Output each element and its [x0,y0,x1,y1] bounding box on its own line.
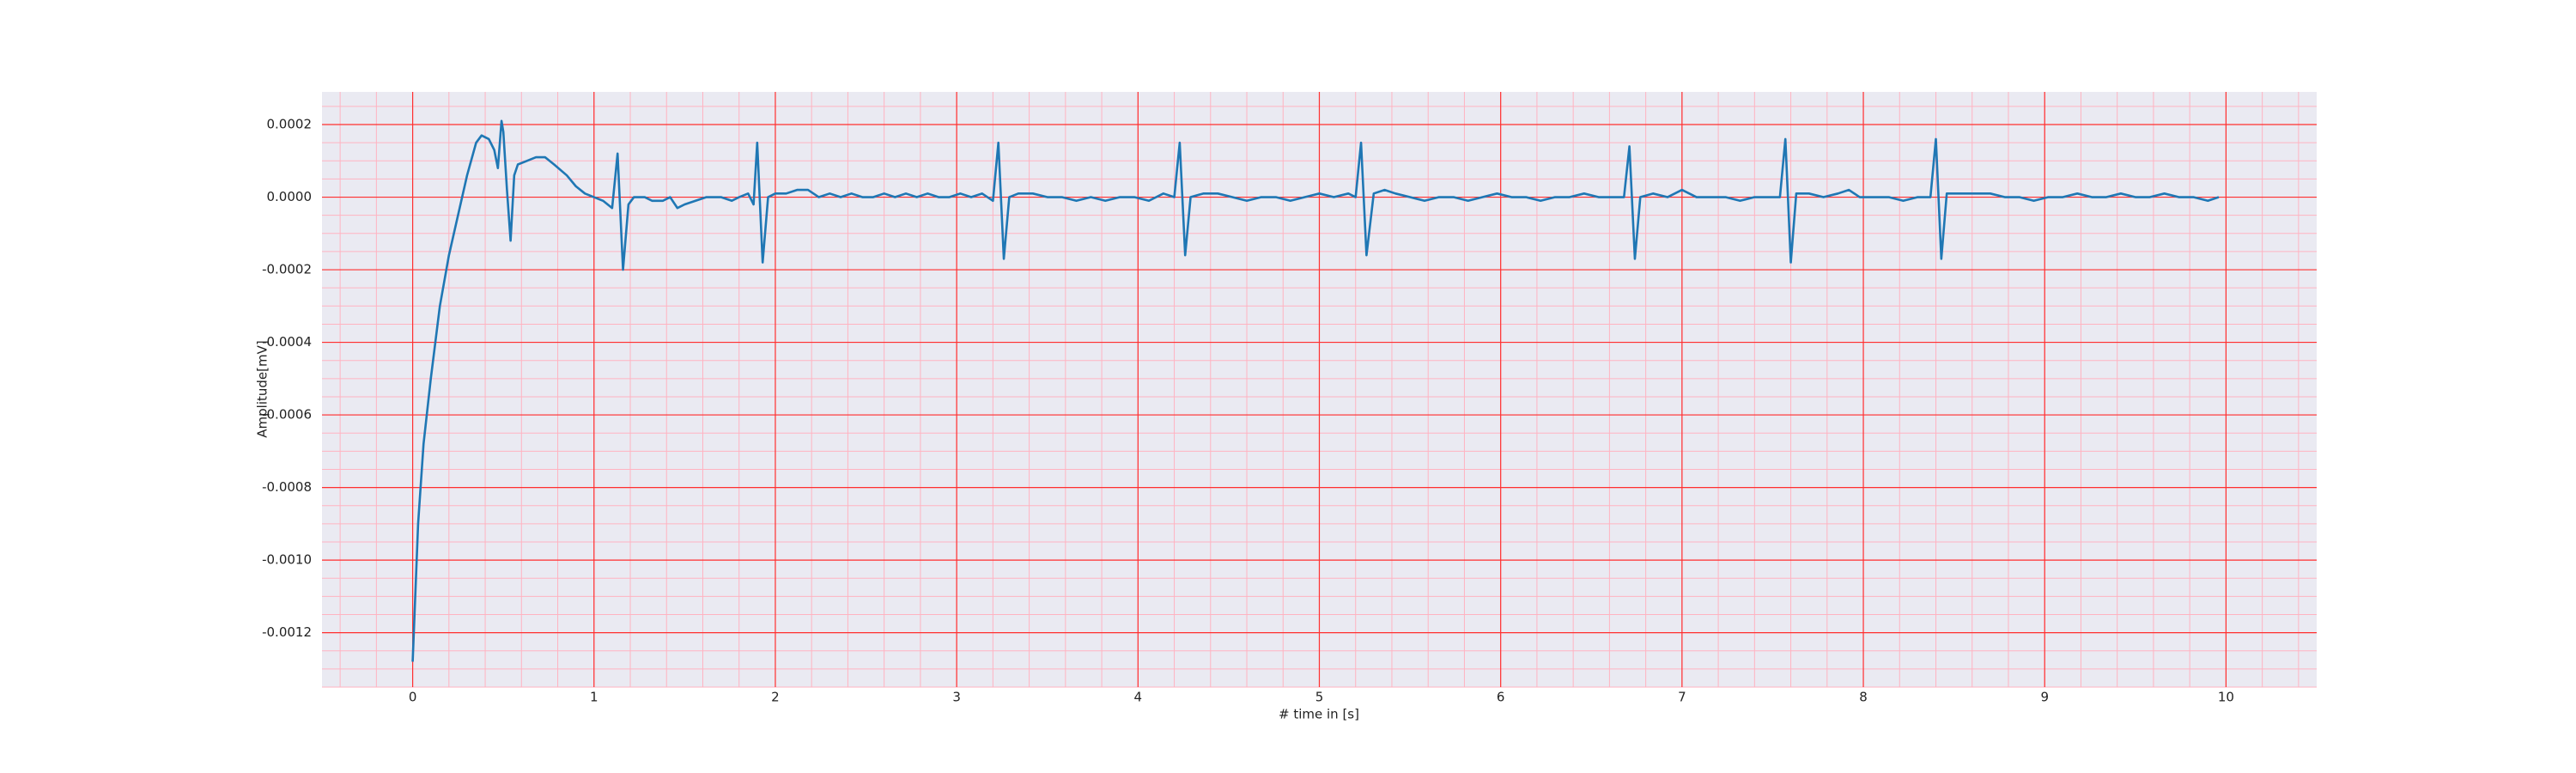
y-tick-label: 0.0000 [267,189,313,204]
y-tick-label: -0.0004 [262,334,312,350]
x-tick-label: 8 [1859,690,1868,705]
y-tick-label: -0.0012 [262,624,312,640]
y-axis-label: Amplitude[mV] [255,340,270,437]
x-tick-label: 6 [1497,690,1505,705]
x-tick-label: 5 [1315,690,1324,705]
x-tick-label: 2 [771,690,780,705]
x-tick-label: 10 [2218,690,2234,705]
y-tick-label: 0.0002 [267,117,313,132]
x-tick-label: 1 [590,690,598,705]
y-tick-label: -0.0002 [262,262,312,277]
x-tick-label: 4 [1134,690,1143,705]
x-tick-label: 0 [409,690,417,705]
x-tick-label: 9 [2040,690,2049,705]
data-line [411,119,2220,662]
y-tick-label: -0.0006 [262,407,312,423]
x-axis-label: # time in [s] [1279,707,1359,722]
x-tick-label: 7 [1678,690,1686,705]
y-tick-label: -0.0010 [262,552,312,568]
y-tick-label: -0.0008 [262,479,312,495]
x-tick-label: 3 [952,690,961,705]
